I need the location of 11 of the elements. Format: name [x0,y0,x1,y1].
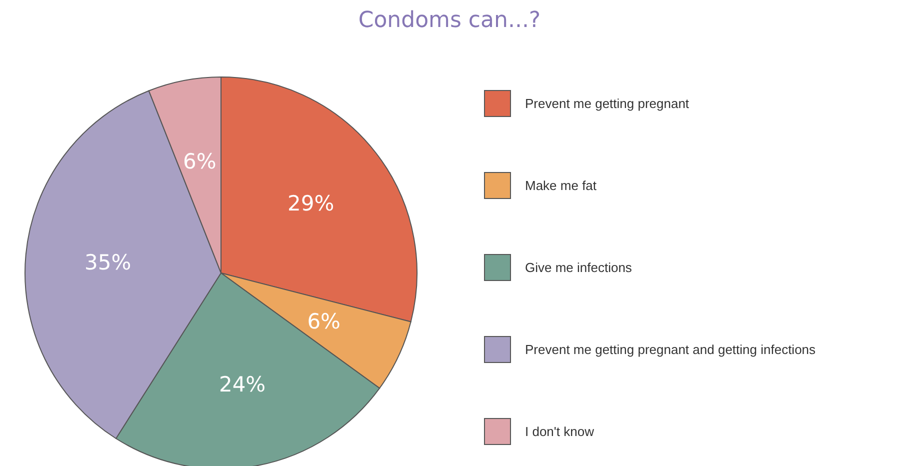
legend-label: Give me infections [525,260,632,274]
legend-label: Prevent me getting pregnant and getting infections [525,342,816,356]
data-label: 6% [183,149,216,174]
data-label: 35% [84,250,132,274]
chart-title: Condoms can...? [357,8,542,33]
data-label: 29% [287,191,334,216]
legend-label: I don't know [525,424,594,438]
data-label: 24% [218,372,266,397]
data-label: 6% [307,309,341,334]
legend-label: Make me fat [525,178,597,192]
legend-label: Prevent me getting pregnant [525,96,690,110]
